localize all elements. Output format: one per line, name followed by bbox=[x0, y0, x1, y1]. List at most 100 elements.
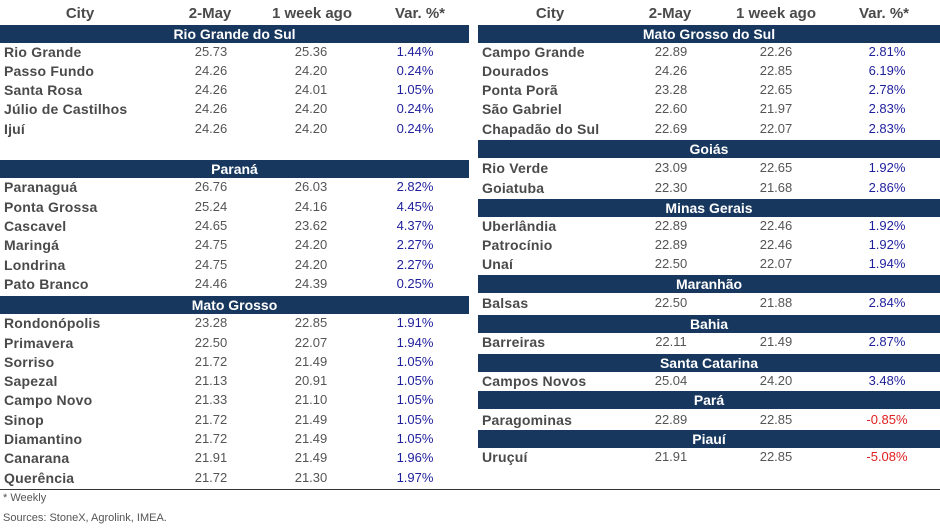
city-name: Paranaguá bbox=[4, 179, 78, 195]
price-current: 21.72 bbox=[194, 470, 228, 485]
city-name: Uruçuí bbox=[482, 449, 528, 465]
table-row: Paranaguá 26.76 26.03 2.82% bbox=[0, 178, 469, 197]
price-current: 21.91 bbox=[194, 450, 228, 465]
city-name: Campo Novo bbox=[4, 392, 93, 408]
table-row: Goiatuba 22.30 21.68 2.86% bbox=[478, 179, 940, 198]
price-week-ago: 21.49 bbox=[294, 412, 328, 427]
city-name: Paragominas bbox=[482, 412, 573, 428]
price-week-ago: 22.07 bbox=[759, 256, 793, 271]
variation-percent: -5.08% bbox=[866, 449, 908, 464]
table-row: Ijuí 24.26 24.20 0.24% bbox=[0, 120, 469, 139]
price-current: 21.13 bbox=[194, 373, 228, 388]
price-current: 21.33 bbox=[194, 392, 228, 407]
region-band: Goiás bbox=[478, 140, 940, 158]
table-row: Paragominas 22.89 22.85 -0.85% bbox=[478, 411, 940, 430]
city-name: Canarana bbox=[4, 450, 70, 466]
price-current: 25.73 bbox=[194, 44, 228, 59]
city-name: Campo Grande bbox=[482, 44, 585, 60]
variation-percent: 1.44% bbox=[396, 44, 434, 59]
price-current: 23.09 bbox=[654, 160, 688, 175]
price-week-ago: 24.39 bbox=[294, 276, 328, 291]
table-row: Patrocínio 22.89 22.46 1.92% bbox=[478, 236, 940, 255]
header-city: City bbox=[65, 5, 95, 22]
price-week-ago: 21.88 bbox=[759, 295, 793, 310]
variation-percent: 1.05% bbox=[396, 431, 434, 446]
price-current: 22.89 bbox=[654, 412, 688, 427]
variation-percent: 1.94% bbox=[868, 256, 906, 271]
table-row: Chapadão do Sul 22.69 22.07 2.83% bbox=[478, 120, 940, 139]
city-name: Júlio de Castilhos bbox=[4, 101, 128, 117]
region-band: Paraná bbox=[0, 160, 469, 178]
footnote: * Weekly bbox=[3, 492, 47, 504]
price-week-ago: 24.20 bbox=[294, 237, 328, 252]
price-current: 24.26 bbox=[194, 121, 228, 136]
price-current: 22.30 bbox=[654, 180, 688, 195]
city-name: Balsas bbox=[482, 295, 529, 311]
price-week-ago: 24.20 bbox=[294, 121, 328, 136]
variation-percent: 2.87% bbox=[868, 334, 906, 349]
price-week-ago: 24.20 bbox=[294, 101, 328, 116]
table-row: Rio Grande 25.73 25.36 1.44% bbox=[0, 43, 469, 62]
price-week-ago: 21.49 bbox=[294, 450, 328, 465]
variation-percent: 2.81% bbox=[868, 44, 906, 59]
price-current: 22.89 bbox=[654, 218, 688, 233]
city-name: Uberlândia bbox=[482, 218, 557, 234]
city-name: Chapadão do Sul bbox=[482, 121, 600, 137]
city-name: Pato Branco bbox=[4, 276, 89, 292]
price-current: 24.46 bbox=[194, 276, 228, 291]
variation-percent: 1.05% bbox=[396, 82, 434, 97]
table-row: Diamantino 21.72 21.49 1.05% bbox=[0, 430, 469, 449]
price-current: 21.72 bbox=[194, 412, 228, 427]
sources-note: Sources: StoneX, Agrolink, IMEA. bbox=[3, 512, 167, 524]
variation-percent: 2.83% bbox=[868, 101, 906, 116]
table-row: Balsas 22.50 21.88 2.84% bbox=[478, 294, 940, 313]
price-week-ago: 22.85 bbox=[759, 63, 793, 78]
table-row: Dourados 24.26 22.85 6.19% bbox=[478, 62, 940, 81]
city-name: Passo Fundo bbox=[4, 63, 95, 79]
city-name: Maringá bbox=[4, 237, 60, 253]
city-name: Rio Verde bbox=[482, 160, 549, 176]
region-band: Bahia bbox=[478, 315, 940, 333]
variation-percent: 1.96% bbox=[396, 450, 434, 465]
table-row: Barreiras 22.11 21.49 2.87% bbox=[478, 333, 940, 352]
city-name: Santa Rosa bbox=[4, 82, 83, 98]
city-name: Londrina bbox=[4, 257, 66, 273]
price-week-ago: 21.30 bbox=[294, 470, 328, 485]
table-row: Pato Branco 24.46 24.39 0.25% bbox=[0, 275, 469, 294]
price-week-ago: 20.91 bbox=[294, 373, 328, 388]
region-band: Maranhão bbox=[478, 275, 940, 293]
region-band: Pará bbox=[478, 391, 940, 409]
city-name: Ponta Grossa bbox=[4, 199, 98, 215]
header-city: City bbox=[535, 5, 565, 22]
right-header-row: City 2-May 1 week ago Var. %* bbox=[478, 2, 940, 24]
city-name: Primavera bbox=[4, 335, 74, 351]
table-row: Canarana 21.91 21.49 1.96% bbox=[0, 449, 469, 468]
table-row: São Gabriel 22.60 21.97 2.83% bbox=[478, 100, 940, 119]
city-name: São Gabriel bbox=[482, 101, 563, 117]
header-week-ago: 1 week ago bbox=[735, 5, 817, 22]
table-row: Campos Novos 25.04 24.20 3.48% bbox=[478, 372, 940, 391]
price-week-ago: 21.49 bbox=[759, 334, 793, 349]
price-week-ago: 22.07 bbox=[759, 121, 793, 136]
city-name: Ijuí bbox=[4, 121, 26, 137]
price-current: 21.72 bbox=[194, 431, 228, 446]
variation-percent: 1.92% bbox=[868, 160, 906, 175]
price-week-ago: 22.65 bbox=[759, 160, 793, 175]
variation-percent: 2.83% bbox=[868, 121, 906, 136]
header-week-ago: 1 week ago bbox=[271, 5, 353, 22]
header-variation: Var. %* bbox=[858, 5, 910, 22]
price-week-ago: 22.46 bbox=[759, 218, 793, 233]
table-row: Maringá 24.75 24.20 2.27% bbox=[0, 236, 469, 255]
price-week-ago: 24.20 bbox=[294, 257, 328, 272]
city-name: Sapezal bbox=[4, 373, 58, 389]
price-week-ago: 22.26 bbox=[759, 44, 793, 59]
table-row: Sapezal 21.13 20.91 1.05% bbox=[0, 372, 469, 391]
price-current: 26.76 bbox=[194, 179, 228, 194]
price-current: 22.69 bbox=[654, 121, 688, 136]
table-row: Cascavel 24.65 23.62 4.37% bbox=[0, 217, 469, 236]
variation-percent: 2.27% bbox=[396, 257, 434, 272]
price-current: 24.26 bbox=[194, 63, 228, 78]
city-name: Querência bbox=[4, 470, 75, 486]
price-current: 24.75 bbox=[194, 257, 228, 272]
variation-percent: 2.78% bbox=[868, 82, 906, 97]
